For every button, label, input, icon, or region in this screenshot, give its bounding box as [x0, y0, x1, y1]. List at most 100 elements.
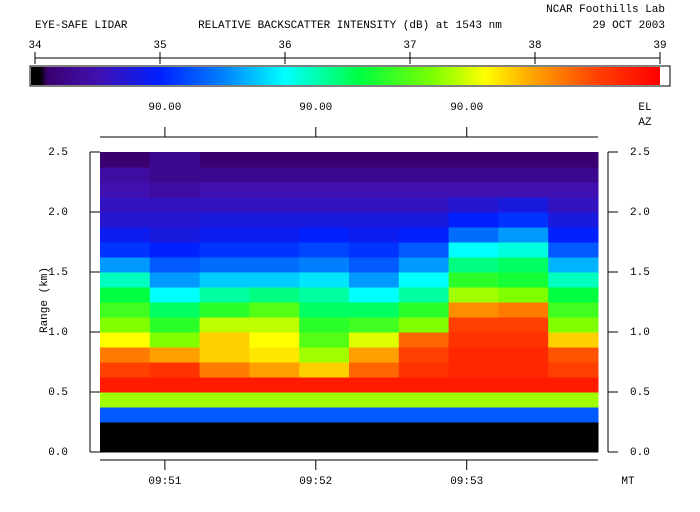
heatmap-cell	[548, 302, 599, 318]
heatmap-cell	[149, 347, 201, 363]
heatmap-cell	[498, 227, 549, 243]
heatmap-cell	[149, 437, 201, 453]
y-tick-label-right: 0.5	[630, 387, 650, 399]
heatmap-cell	[349, 332, 400, 348]
heatmap-cell	[448, 422, 499, 438]
heatmap-cell	[249, 302, 300, 318]
heatmap-cell	[498, 377, 549, 393]
heatmap-cell	[249, 407, 300, 423]
heatmap-cell	[548, 272, 599, 288]
heatmap-cell	[349, 347, 400, 363]
heatmap-cell	[100, 302, 151, 318]
heatmap-cell	[199, 422, 250, 438]
heatmap-cell	[498, 392, 549, 408]
heatmap-cell	[299, 287, 350, 303]
heatmap-cell	[448, 347, 499, 363]
y-tick-label: 1.0	[48, 327, 68, 339]
heatmap-cell	[199, 317, 250, 333]
heatmap-cell	[249, 242, 300, 258]
heatmap-cell	[548, 197, 599, 213]
heatmap-cell	[398, 392, 450, 408]
heatmap-cell	[249, 227, 300, 243]
y-tick-label: 2.5	[48, 147, 68, 159]
heatmap-cell	[249, 287, 300, 303]
y-tick-label: 1.5	[48, 267, 68, 279]
heatmap-cell	[398, 407, 450, 423]
heatmap-cell	[100, 437, 151, 453]
heatmap-cell	[149, 227, 201, 243]
heatmap-cell	[448, 362, 499, 378]
y-tick-label-right: 1.0	[630, 327, 650, 339]
colorbar-tick-label: 35	[153, 40, 166, 52]
heatmap-cell	[299, 242, 350, 258]
heatmap-cell	[398, 362, 450, 378]
heatmap-cell	[100, 317, 151, 333]
heatmap-cell	[100, 167, 151, 183]
heatmap-cell	[100, 377, 151, 393]
heatmap-cell	[349, 152, 400, 168]
heatmap-cell	[398, 227, 450, 243]
heatmap-cell	[299, 302, 350, 318]
heatmap-cell	[349, 287, 400, 303]
heatmap-cell	[249, 182, 300, 198]
heatmap-cell	[349, 392, 400, 408]
heatmap-cell	[199, 257, 250, 273]
heatmap-cell	[299, 407, 350, 423]
heatmap-cell	[548, 227, 599, 243]
heatmap-cell	[149, 182, 201, 198]
colorbar-low	[31, 67, 40, 85]
heatmap-cell	[149, 362, 201, 378]
colorbar-tick-label: 36	[278, 40, 291, 52]
heatmap-cell	[498, 257, 549, 273]
heatmap-cell	[349, 167, 400, 183]
y-tick-label: 0.5	[48, 387, 68, 399]
heatmap-cell	[398, 302, 450, 318]
heatmap-cell	[149, 392, 201, 408]
heatmap-cell	[249, 257, 300, 273]
heatmap-cell	[299, 392, 350, 408]
heatmap-cell	[199, 227, 250, 243]
heatmap-cell	[349, 377, 400, 393]
heatmap-cell	[448, 197, 499, 213]
heatmap-cell	[199, 407, 250, 423]
heatmap-cell	[100, 212, 151, 228]
heatmap-cell	[498, 212, 549, 228]
heatmap-cell	[199, 182, 250, 198]
heatmap-cell	[448, 437, 499, 453]
heatmap-cell	[249, 362, 300, 378]
colorbar-tick-label: 39	[653, 40, 666, 52]
heatmap-cell	[548, 332, 599, 348]
heatmap-cell	[548, 182, 599, 198]
heatmap-cell	[548, 362, 599, 378]
heatmap-cell	[249, 197, 300, 213]
heatmap-cell	[398, 437, 450, 453]
chart-title: RELATIVE BACKSCATTER INTENSITY (dB) at 1…	[198, 20, 502, 32]
heatmap-cell	[149, 422, 201, 438]
heatmap-cell	[548, 437, 599, 453]
heatmap-cell	[299, 167, 350, 183]
heatmap-cell	[498, 347, 549, 363]
heatmap-cell	[349, 257, 400, 273]
heatmap-cell	[349, 182, 400, 198]
heatmap-cell	[448, 377, 499, 393]
heatmap-cell	[548, 407, 599, 423]
heatmap-cell	[448, 287, 499, 303]
heatmap-cell	[498, 422, 549, 438]
heatmap-cell	[299, 182, 350, 198]
site: NCAR Foothills Lab	[546, 4, 665, 16]
x-tick-label: 09:51	[148, 476, 181, 488]
heatmap-cell	[498, 362, 549, 378]
heatmap-cell	[548, 242, 599, 258]
el-value: 90.00	[450, 102, 483, 114]
heatmap-cell	[199, 242, 250, 258]
heatmap-cell	[149, 212, 201, 228]
heatmap-cell	[149, 257, 201, 273]
y-tick-label-right: 2.5	[630, 147, 650, 159]
heatmap-cell	[199, 287, 250, 303]
heatmap-cell	[398, 152, 450, 168]
heatmap-cell	[498, 302, 549, 318]
heatmap-cell	[548, 152, 599, 168]
heatmap-cell	[249, 347, 300, 363]
